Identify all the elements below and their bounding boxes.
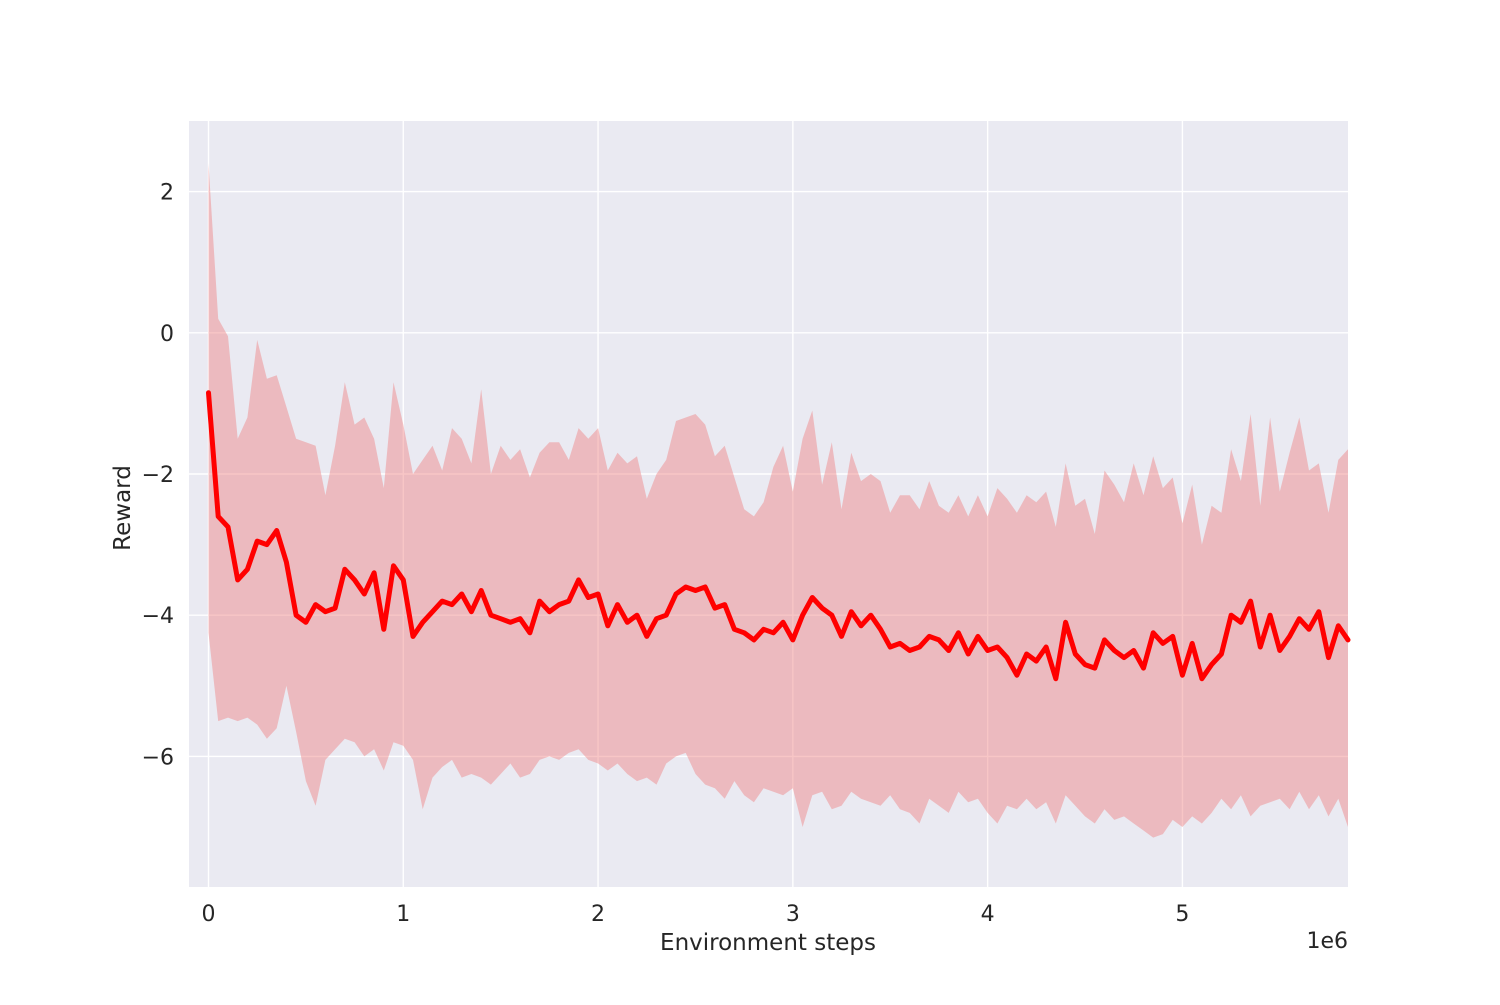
y-tick-label: −6: [142, 745, 174, 770]
y-tick-label: 0: [160, 322, 174, 347]
x-axis-offset-label: 1e6: [1306, 929, 1348, 954]
mean-reward-line: [206, 390, 1351, 682]
y-tick-label: 2: [160, 181, 174, 206]
confidence-band: [208, 163, 1348, 838]
x-axis-label: Environment steps: [660, 930, 876, 956]
plot-background: [189, 121, 1348, 887]
x-tick-label: 4: [981, 902, 995, 927]
y-tick-label: −2: [142, 463, 174, 488]
x-tick-label: 5: [1175, 902, 1189, 927]
x-tick-label: 3: [786, 902, 800, 927]
y-tick-label: −4: [142, 604, 174, 629]
x-tick-label: 0: [201, 902, 215, 927]
tick-labels: 0 1 2 3 4 5 2 0 −2 −4 −6: [142, 181, 1190, 927]
grid: [189, 121, 1348, 887]
x-tick-label: 1: [396, 902, 410, 927]
y-axis-label: Reward: [110, 465, 136, 551]
x-tick-label: 2: [591, 902, 605, 927]
